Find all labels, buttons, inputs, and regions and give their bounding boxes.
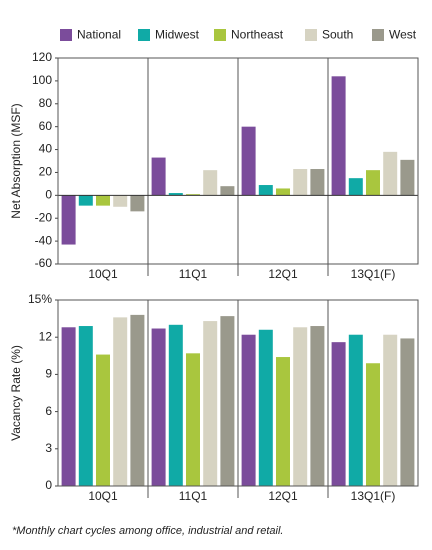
legend-swatch — [372, 29, 384, 41]
y-tick-label: 80 — [39, 96, 53, 110]
bar — [78, 326, 93, 486]
bar — [203, 321, 218, 486]
bar — [366, 363, 380, 486]
y-tick-label: -20 — [35, 210, 53, 224]
legend-swatch — [60, 29, 72, 41]
y-tick-label: 15% — [28, 292, 52, 306]
bar — [400, 338, 415, 486]
y-tick-label: 9 — [45, 367, 52, 381]
legend-label: Northeast — [231, 28, 284, 42]
bar — [276, 357, 290, 486]
bar — [383, 151, 398, 196]
x-tick-label: 13Q1(F) — [351, 267, 396, 281]
bar — [383, 334, 398, 486]
bar — [241, 126, 256, 196]
legend-label: Midwest — [155, 28, 200, 42]
legend-swatch — [214, 29, 226, 41]
y-tick-label: 3 — [45, 441, 52, 455]
legend-label: South — [322, 28, 353, 42]
plot-frame — [57, 299, 419, 487]
bar — [293, 169, 308, 196]
bar — [258, 329, 273, 486]
bar — [78, 195, 93, 206]
y-tick-label: 60 — [39, 119, 53, 133]
bar — [348, 178, 363, 196]
bar — [293, 327, 308, 486]
footnote: *Monthly chart cycles among office, indu… — [12, 525, 283, 537]
y-tick-label: 100 — [32, 73, 52, 87]
bar — [96, 195, 110, 206]
bar — [130, 195, 145, 212]
y-axis-label: Vacancy Rate (%) — [9, 345, 23, 441]
y-tick-label: 40 — [39, 142, 53, 156]
bar — [151, 157, 166, 196]
legend-swatch — [305, 29, 317, 41]
bar — [113, 195, 128, 207]
y-tick-label: -60 — [35, 256, 53, 270]
bar — [241, 334, 256, 486]
bar — [310, 169, 325, 196]
bar — [130, 314, 145, 486]
legend-swatch — [138, 29, 150, 41]
bar — [276, 188, 290, 196]
y-tick-label: 12 — [39, 329, 53, 343]
x-tick-label: 10Q1 — [88, 267, 118, 281]
y-tick-label: 0 — [45, 478, 52, 492]
bar — [61, 327, 76, 486]
legend-label: West — [389, 28, 417, 42]
bar — [400, 159, 415, 196]
x-tick-label: 10Q1 — [88, 489, 118, 503]
y-tick-label: -40 — [35, 233, 53, 247]
bar — [61, 195, 76, 245]
y-axis-label: Net Absorption (MSF) — [9, 103, 23, 218]
bar — [348, 334, 363, 486]
bar — [186, 353, 200, 486]
bar — [168, 193, 183, 196]
y-tick-label: 0 — [45, 188, 52, 202]
x-tick-label: 12Q1 — [268, 267, 298, 281]
bar — [258, 185, 273, 196]
bar — [331, 76, 346, 196]
plot-frame — [57, 57, 419, 265]
y-tick-label: 20 — [39, 165, 53, 179]
bar — [331, 342, 346, 486]
bar — [151, 328, 166, 486]
bar — [203, 170, 218, 196]
bar — [96, 354, 110, 486]
bar — [168, 324, 183, 486]
bar — [220, 186, 235, 196]
y-tick-label: 120 — [32, 50, 52, 64]
bar — [113, 317, 128, 486]
bar — [186, 194, 200, 196]
bar — [310, 326, 325, 486]
x-tick-label: 12Q1 — [268, 489, 298, 503]
legend-label: National — [77, 28, 121, 42]
y-tick-label: 6 — [45, 404, 52, 418]
x-tick-label: 11Q1 — [179, 489, 208, 503]
x-tick-label: 13Q1(F) — [351, 489, 396, 503]
bar — [220, 316, 235, 486]
bar — [366, 170, 380, 196]
x-tick-label: 11Q1 — [179, 267, 208, 281]
